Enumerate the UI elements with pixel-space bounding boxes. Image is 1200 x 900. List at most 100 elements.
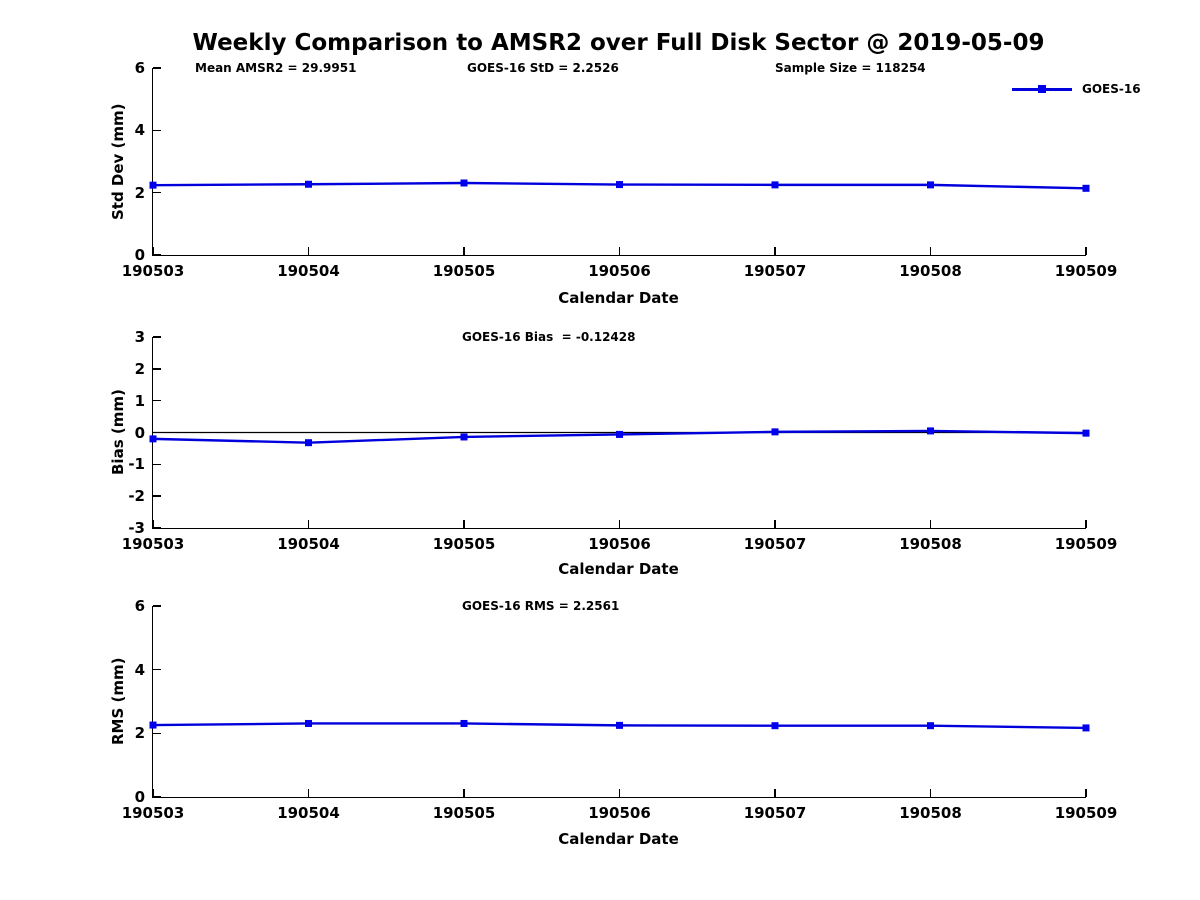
x-tick-mark	[774, 789, 776, 797]
x-tick-mark	[307, 520, 310, 528]
x-tick-mark	[774, 247, 776, 255]
data-point-marker	[616, 181, 623, 189]
annotation-goes16-std: GOES-16 StD = 2.2526	[467, 61, 619, 75]
y-tick-label: 4	[134, 121, 145, 140]
data-point-marker	[771, 428, 779, 436]
x-tick-label: 190504	[277, 535, 340, 553]
x-tick-label: 190507	[743, 262, 807, 280]
y-tick-label: -1	[128, 455, 145, 474]
x-tick-mark	[1085, 520, 1087, 528]
x-tick-label: 190503	[121, 535, 185, 553]
data-point-marker	[305, 719, 312, 727]
annotation-sample-size: Sample Size = 118254	[775, 61, 926, 75]
x-tick-label: 190504	[277, 804, 340, 822]
x-tick-mark	[618, 789, 621, 797]
figure-title: Weekly Comparison to AMSR2 over Full Dis…	[192, 30, 1045, 56]
data-point-marker	[771, 181, 779, 189]
x-tick-label: 190506	[588, 535, 651, 553]
data-point-marker	[616, 430, 623, 438]
y-tick-label: 2	[134, 359, 145, 378]
x-tick-label: 190509	[1054, 535, 1118, 553]
legend-line-sample	[1012, 85, 1072, 93]
plot-std-dev: 0 2 4 6 190503 190504 190505 190506 190507 190508…	[122, 59, 1118, 280]
x-tick-label: 190507	[743, 804, 807, 822]
x-tick-label: 190509	[1054, 804, 1118, 822]
x-tick-mark	[929, 789, 932, 797]
x-tick-mark	[1085, 247, 1087, 255]
y-tick-mark	[153, 191, 161, 194]
annotation-mean-amsr2: Mean AMSR2 = 29.9951	[195, 61, 357, 75]
y-tick-mark	[153, 399, 161, 402]
data-point-marker	[1082, 184, 1090, 192]
x-tick-mark	[618, 520, 621, 528]
x-tick-label: 190503	[121, 262, 185, 280]
x-axis-label-rms: Calendar Date	[558, 830, 679, 848]
legend-square-marker-icon	[1038, 85, 1046, 93]
data-point-marker	[460, 433, 468, 441]
x-tick-mark	[929, 520, 932, 528]
y-tick-label: 6	[134, 59, 145, 77]
y-tick-label: 2	[134, 724, 145, 743]
x-tick-label: 190508	[899, 535, 962, 553]
y-tick-mark	[153, 336, 161, 338]
y-tick-label: 2	[134, 183, 145, 202]
y-tick-mark	[153, 668, 161, 671]
y-tick-label: 4	[134, 660, 145, 679]
x-tick-mark	[307, 247, 310, 255]
y-axis-label-rms: RMS (mm)	[109, 657, 127, 746]
x-axis-label-std-dev: Calendar Date	[558, 289, 679, 307]
chart-canvas	[149, 719, 1090, 732]
y-tick-mark	[153, 732, 161, 735]
x-tick-label: 190506	[588, 262, 651, 280]
y-tick-label: 6	[134, 597, 145, 615]
data-point-marker	[771, 722, 779, 730]
y-tick-label: -2	[128, 487, 145, 506]
y-tick-mark	[153, 527, 161, 529]
x-tick-mark	[774, 520, 776, 528]
data-point-marker	[927, 427, 934, 435]
x-tick-mark	[463, 247, 465, 255]
y-tick-mark	[153, 368, 161, 370]
y-tick-mark	[153, 796, 161, 798]
x-tick-label: 190505	[432, 262, 496, 280]
data-point-marker	[460, 179, 468, 187]
legend-label: GOES-16	[1082, 82, 1141, 96]
y-axis-label-std-dev: Std Dev (mm)	[109, 103, 127, 220]
x-tick-label: 190509	[1054, 262, 1118, 280]
annotation-goes16-rms: GOES-16 RMS = 2.2561	[462, 599, 620, 613]
x-tick-label: 190508	[899, 804, 962, 822]
x-tick-label: 190507	[743, 535, 807, 553]
y-tick-label: 3	[134, 328, 145, 346]
x-tick-label: 190504	[277, 262, 340, 280]
x-tick-mark	[463, 520, 465, 528]
y-tick-label: 0	[134, 423, 145, 442]
chart-canvas	[149, 179, 1090, 192]
y-tick-mark	[153, 254, 161, 256]
annotation-goes16-bias: GOES-16 Bias = -0.12428	[462, 330, 636, 344]
y-tick-mark	[153, 129, 161, 132]
x-tick-mark	[463, 789, 465, 797]
data-point-marker	[1082, 724, 1090, 732]
data-point-marker	[616, 721, 623, 729]
y-tick-mark	[153, 495, 161, 497]
x-tick-mark	[618, 247, 621, 255]
data-point-marker	[305, 180, 312, 188]
x-tick-label: 190503	[121, 804, 185, 822]
plot-bias: -3 -2 -1 0 1 2 3 190503 190504 190505 190506 190507…	[122, 328, 1118, 553]
data-point-marker	[1082, 429, 1090, 437]
y-tick-label: 0	[134, 246, 145, 264]
x-tick-label: 190505	[432, 535, 496, 553]
x-tick-label: 190505	[432, 804, 496, 822]
x-axis-label-bias: Calendar Date	[558, 560, 679, 578]
y-tick-mark	[153, 463, 161, 466]
x-tick-mark	[152, 247, 154, 255]
y-tick-label: -3	[128, 519, 145, 537]
x-tick-mark	[152, 520, 154, 528]
data-point-marker	[927, 722, 934, 730]
x-tick-mark	[307, 789, 310, 797]
x-tick-label: 190508	[899, 262, 962, 280]
data-point-marker	[149, 721, 157, 729]
y-tick-label: 0	[134, 788, 145, 806]
data-point-marker	[927, 181, 934, 189]
